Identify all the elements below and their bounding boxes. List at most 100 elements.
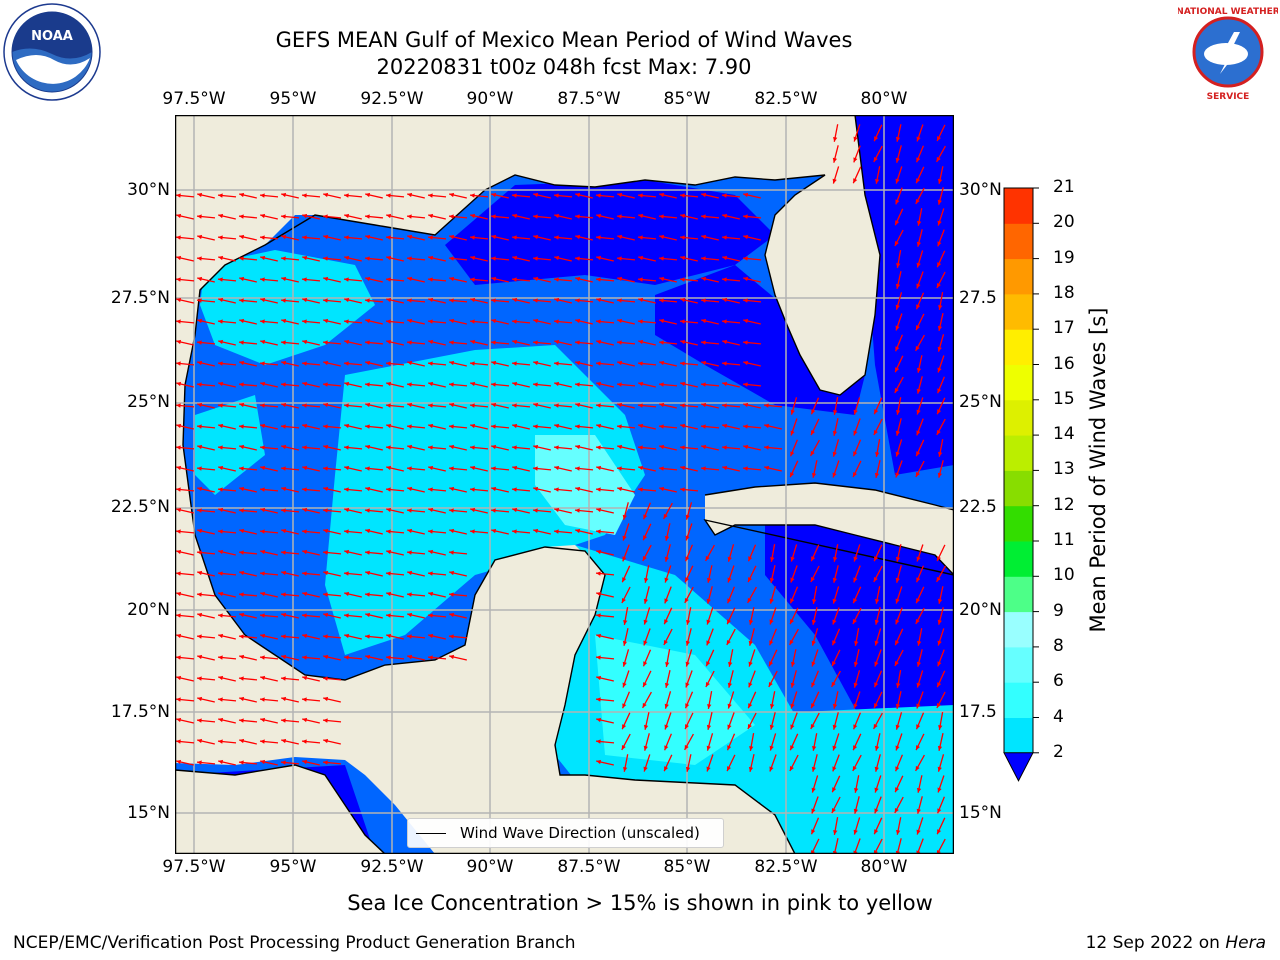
wind-arrow-head [491, 276, 497, 282]
wind-arrow-head [638, 255, 644, 261]
wind-arrow-head [790, 703, 795, 709]
wind-arrow-head [937, 178, 943, 184]
wind-arrow-head [875, 179, 880, 184]
wind-arrow-head [176, 235, 181, 240]
wind-arrow-head [365, 298, 370, 303]
wind-arrow-head [832, 661, 836, 667]
wind-arrow-head [197, 718, 202, 723]
lon-tick-top: 87.5°W [557, 89, 621, 109]
wind-arrow-head [323, 256, 328, 261]
wind-arrow-head [260, 213, 266, 219]
wind-arrow-head [743, 444, 749, 450]
wind-arrow-head [197, 676, 202, 681]
wind-arrow-head [685, 577, 690, 583]
wind-arrow-head [470, 529, 475, 534]
wind-arrow-head [874, 472, 880, 478]
wind-arrow-head [239, 424, 244, 429]
wind-arrow-head [623, 767, 628, 772]
wind-arrow-head [218, 487, 223, 492]
wind-arrow-head [302, 445, 307, 450]
wind-arrow-head [197, 424, 202, 429]
wind-arrow-head [747, 597, 752, 603]
wind-arrow-head [936, 703, 941, 708]
wind-arrow-head [512, 255, 518, 261]
wind-arrow-head [727, 556, 732, 562]
wind-arrow-head [533, 444, 539, 450]
wind-arrow-head [701, 318, 707, 324]
map-legend: Wind Wave Direction (unscaled) [407, 818, 724, 848]
wind-arrow-head [344, 339, 350, 345]
wind-arrow-head [176, 445, 181, 450]
wind-arrow-head [323, 486, 329, 492]
wind-arrow-head [344, 655, 349, 660]
wind-arrow-head [323, 528, 329, 534]
wind-arrow-head [386, 507, 392, 513]
wind-arrow-head [197, 192, 203, 198]
wind-arrow-head [386, 381, 392, 387]
wind-arrow-head [701, 214, 706, 219]
wind-arrow-head [853, 451, 858, 457]
lat-tick-left: 27.5°N [110, 288, 170, 308]
wind-arrow-head [407, 192, 413, 198]
wind-arrow-head [937, 262, 942, 268]
wind-arrow-head [853, 808, 858, 814]
wind-arrow-head [790, 745, 795, 751]
wind-arrow-head [705, 682, 710, 687]
wind-arrow-head [596, 549, 602, 555]
wind-arrow-head [512, 297, 518, 303]
wind-arrow-head [197, 738, 203, 744]
wind-arrow-head [218, 193, 223, 198]
wind-arrow-head [260, 403, 265, 408]
wind-arrow-head [365, 424, 370, 429]
wind-arrow-head [873, 157, 878, 162]
lon-tick-bottom: 87.5°W [557, 857, 621, 877]
wind-arrow-head [386, 549, 392, 555]
wind-arrow-head [218, 255, 224, 261]
wind-arrow-head [812, 746, 817, 751]
legend-label: Wind Wave Direction (unscaled) [460, 824, 700, 842]
wind-arrow-head [302, 655, 307, 660]
wind-arrow-head [722, 339, 728, 345]
wind-arrow-head [197, 298, 202, 303]
lon-tick-bottom: 90°W [466, 857, 514, 877]
wind-arrow-head [302, 361, 307, 366]
wind-arrow-head [664, 535, 670, 541]
wind-arrow-head [685, 766, 691, 772]
wind-arrow-head [260, 465, 266, 471]
wind-arrows [175, 124, 946, 854]
wind-arrow-head [596, 339, 602, 345]
wind-arrow-head [260, 193, 265, 198]
wind-arrow-head [596, 255, 602, 261]
colorbar-segment [1004, 611, 1033, 648]
wind-arrow-head [727, 577, 732, 583]
wind-arrow-head [323, 402, 329, 408]
wind-arrow-head [769, 640, 774, 646]
wind-arrow-head [533, 424, 538, 429]
wind-arrow-head [727, 598, 732, 604]
wind-arrow-head [643, 661, 648, 667]
wind-arrow-head [727, 682, 732, 688]
wind-arrow-head [533, 466, 538, 471]
wind-arrow-head [323, 466, 328, 471]
wind-arrow-head [470, 277, 475, 282]
wind-arrow-head [512, 319, 517, 324]
wind-arrow-head [638, 381, 644, 387]
wind-arrow-head [575, 466, 580, 471]
wind-arrow-head [895, 766, 900, 772]
wind-arrow-head [428, 339, 434, 345]
wind-arrow-head [832, 178, 837, 184]
wind-arrow-head [764, 403, 769, 408]
wind-arrow-head [664, 619, 669, 625]
wind-arrow-head [365, 234, 371, 240]
wind-arrow-head [874, 661, 879, 667]
wind-arrow-head [302, 613, 307, 618]
wind-arrow-head [937, 241, 942, 247]
wind-arrow-head [748, 577, 752, 583]
wind-arrow-head [239, 654, 245, 660]
wind-arrow-head [743, 318, 749, 324]
wind-arrow-head [344, 529, 349, 534]
wind-arrow-head [684, 598, 689, 603]
colorbar-tick-label: 8 [1053, 635, 1064, 656]
wind-arrow-head [323, 214, 328, 219]
wind-arrow-head [643, 514, 648, 520]
